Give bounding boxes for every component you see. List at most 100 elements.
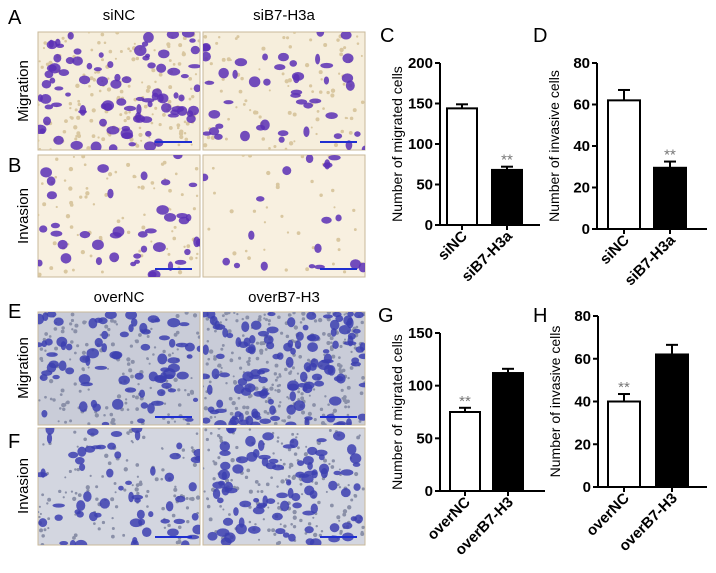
pore <box>175 330 180 335</box>
stained-cell <box>76 500 86 511</box>
pore <box>104 324 109 329</box>
pore <box>238 89 243 94</box>
stained-cell <box>179 322 190 327</box>
stained-cell <box>175 495 186 503</box>
pore <box>346 385 351 390</box>
pore <box>203 143 208 148</box>
column-label-sinc: siNC <box>103 7 136 24</box>
pore <box>195 256 198 260</box>
pore <box>248 155 253 158</box>
stained-cell <box>106 125 120 135</box>
panel-label-g: G <box>378 305 394 327</box>
pore <box>142 435 146 440</box>
y-tick-label: 80 <box>574 308 591 325</box>
stained-cell <box>131 494 144 500</box>
pore <box>153 187 156 190</box>
pore <box>322 107 325 110</box>
pore <box>40 359 44 363</box>
pore <box>90 92 94 97</box>
pore <box>69 106 72 110</box>
stained-cell <box>125 312 138 320</box>
stained-cell <box>50 230 63 237</box>
pore <box>143 104 148 109</box>
pore <box>150 327 153 331</box>
pore <box>206 497 210 501</box>
pore <box>197 335 200 339</box>
pore <box>322 332 326 336</box>
pore <box>150 240 153 243</box>
pore <box>278 383 281 387</box>
pore <box>126 408 130 411</box>
stained-cell <box>351 357 360 364</box>
stained-cell <box>304 470 318 476</box>
stained-cell <box>294 340 302 350</box>
pore <box>277 315 281 320</box>
stained-cell <box>329 396 342 406</box>
pore <box>40 65 44 69</box>
pore <box>293 325 299 330</box>
pore <box>64 476 67 479</box>
stained-cell <box>132 537 138 545</box>
stained-cell <box>173 518 186 524</box>
stained-cell <box>315 53 321 65</box>
stained-cell <box>114 451 122 459</box>
pore <box>94 71 97 74</box>
pore <box>264 399 268 404</box>
pore <box>349 366 354 370</box>
pore <box>299 321 303 324</box>
stained-cell <box>78 75 91 85</box>
pore <box>173 377 178 383</box>
pore <box>203 467 205 470</box>
stained-cell <box>285 356 294 368</box>
stained-cell <box>79 355 90 363</box>
pore <box>221 343 225 347</box>
pore <box>219 89 223 93</box>
pore <box>292 112 297 117</box>
stained-cell <box>253 497 260 503</box>
pore <box>76 115 81 120</box>
stained-cell <box>65 92 71 97</box>
pore <box>204 428 208 432</box>
pore <box>76 467 80 472</box>
stained-cell <box>123 105 137 112</box>
pore <box>160 477 164 481</box>
pore <box>73 329 78 334</box>
pore <box>110 420 114 425</box>
stained-cell <box>109 252 120 263</box>
stained-cell <box>167 113 179 118</box>
stained-cell <box>46 191 58 200</box>
pore <box>65 401 68 404</box>
pore <box>131 394 136 398</box>
pore <box>70 490 74 493</box>
pore <box>38 511 40 514</box>
stained-cell <box>274 64 286 71</box>
pore <box>153 49 156 52</box>
pore <box>184 389 187 392</box>
stained-cell <box>211 368 220 380</box>
pore <box>331 354 336 359</box>
pore <box>83 163 87 167</box>
pore <box>168 126 173 130</box>
pore <box>92 203 96 206</box>
stained-cell <box>160 518 170 524</box>
stained-cell <box>101 421 110 425</box>
y-axis-label: Number of migrated cells <box>389 334 405 490</box>
pore <box>323 458 327 463</box>
stained-cell <box>158 49 170 59</box>
pore <box>299 518 303 523</box>
pore <box>188 76 193 81</box>
pore <box>38 213 40 217</box>
pore <box>84 195 88 199</box>
pore <box>346 413 350 417</box>
stained-cell <box>156 205 169 215</box>
stained-cell <box>328 480 338 491</box>
pore <box>115 32 120 35</box>
pore <box>317 317 323 323</box>
stained-cell <box>52 503 65 508</box>
pore <box>300 392 304 396</box>
pore <box>343 46 347 50</box>
stained-cell <box>142 527 152 537</box>
stained-cell <box>226 428 237 434</box>
pore <box>338 356 341 359</box>
